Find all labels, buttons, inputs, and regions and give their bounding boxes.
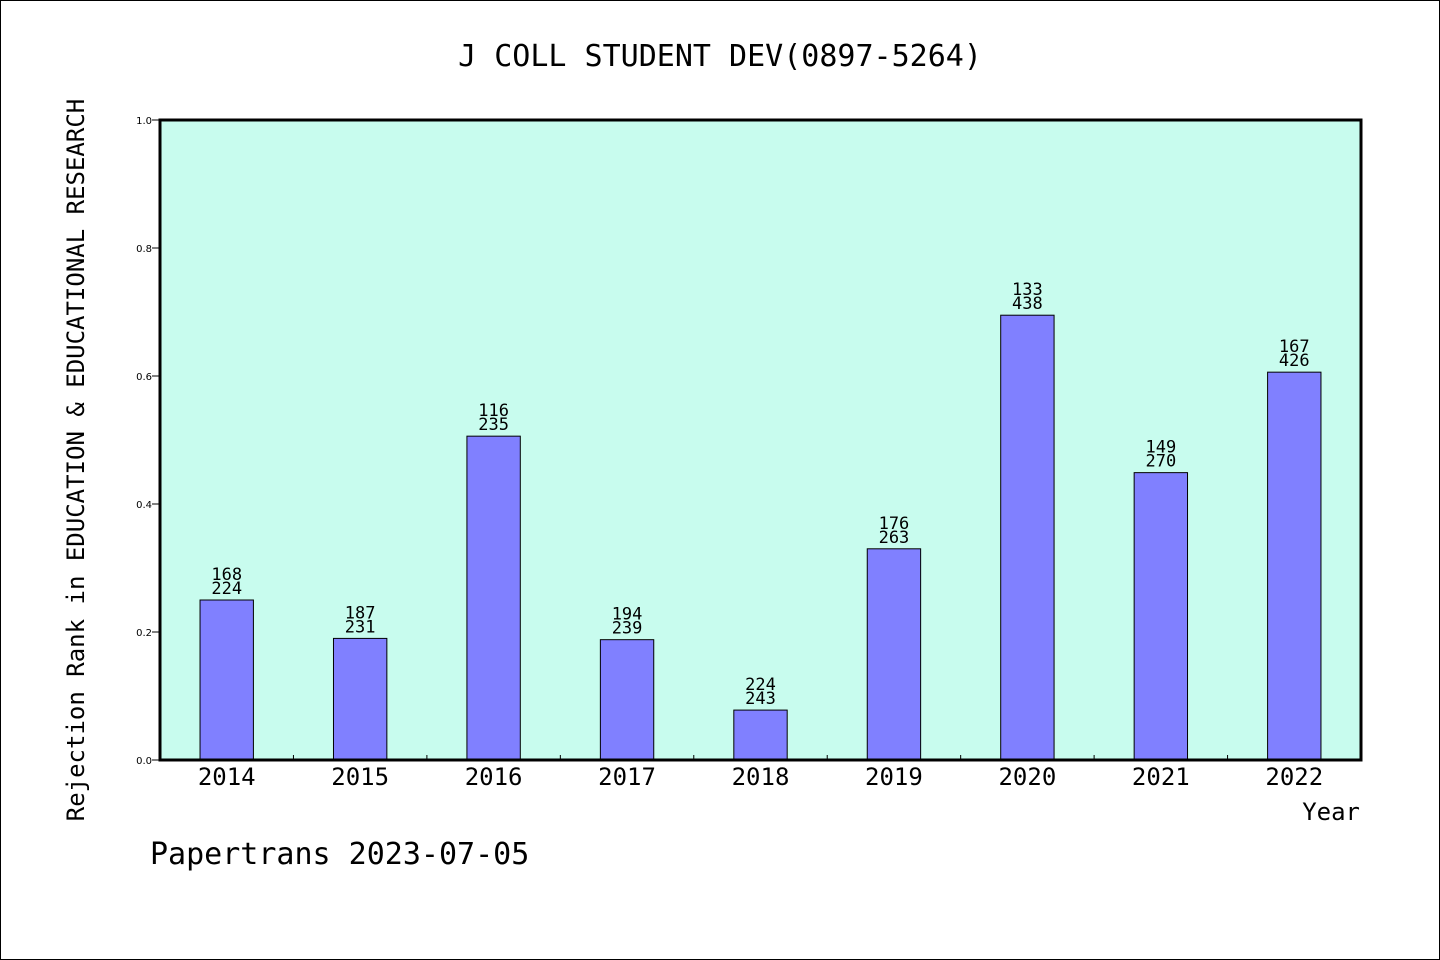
bar-2015 xyxy=(332,637,388,761)
bar-label-top-2018: 224 xyxy=(745,675,776,695)
x-tick-label-2016: 2016 xyxy=(465,763,523,791)
x-tick-label-2020: 2020 xyxy=(998,763,1056,791)
bar-label-top-2020: 133 xyxy=(1012,280,1043,300)
x-tick-label-2022: 2022 xyxy=(1265,763,1323,791)
x-tick-label-2019: 2019 xyxy=(865,763,923,791)
bar-2018 xyxy=(733,709,788,761)
chart-title: J COLL STUDENT DEV(0897-5264) xyxy=(458,39,982,74)
bar-label-top-2021: 149 xyxy=(1145,438,1176,458)
x-axis-ticks: 2014 2015 2016 2017 2018 2019 2020 2021 2022 xyxy=(198,755,1323,791)
bar-2020 xyxy=(1000,314,1055,761)
y-tick-label-1.0: 1.0 xyxy=(136,116,152,127)
bar-label-top-2019: 176 xyxy=(879,514,910,534)
bar-2014 xyxy=(199,599,254,761)
x-tick-label-2014: 2014 xyxy=(198,763,256,791)
bar-label-bottom-2014: 224 xyxy=(211,579,242,599)
bar-label-bottom-2018: 243 xyxy=(745,689,776,709)
y-tick-label-0.8: 0.8 xyxy=(136,244,152,255)
x-tick-label-2018: 2018 xyxy=(732,763,790,791)
x-tick-label-2015: 2015 xyxy=(331,763,389,791)
y-axis-ticks: 0.0 0.2 0.4 0.6 0.8 1.0 xyxy=(136,116,160,767)
bar-2016 xyxy=(466,435,521,761)
bar-label-top-2017: 194 xyxy=(612,605,643,625)
bar-label-bottom-2022: 426 xyxy=(1279,351,1310,371)
x-tick-label-2017: 2017 xyxy=(598,763,656,791)
bar-label-bottom-2017: 239 xyxy=(612,619,643,639)
bar-label-bottom-2016: 235 xyxy=(478,415,509,435)
x-tick-label-2021: 2021 xyxy=(1132,763,1190,791)
bar-label-top-2022: 167 xyxy=(1279,337,1310,357)
y-tick-label-0.0: 0.0 xyxy=(136,756,152,767)
bars-group xyxy=(199,314,1322,761)
y-tick-label-0.4: 0.4 xyxy=(136,500,152,511)
footer-text: Papertrans 2023-07-05 xyxy=(150,837,529,872)
x-axis-label: Year xyxy=(1302,798,1360,826)
bar-2019 xyxy=(866,548,922,761)
bar-2022 xyxy=(1267,371,1322,761)
bar-label-top-2015: 187 xyxy=(345,603,376,623)
plot-border xyxy=(158,118,1363,762)
bar-label-bottom-2021: 270 xyxy=(1145,452,1176,472)
y-axis-label: Rejection Rank in EDUCATION & EDUCATIONA… xyxy=(62,99,90,821)
y-tick-label-0.6: 0.6 xyxy=(136,372,152,383)
bar-label-bottom-2015: 231 xyxy=(345,617,376,637)
bar-2017 xyxy=(599,639,655,761)
y-tick-label-0.2: 0.2 xyxy=(136,628,152,639)
bar-label-bottom-2020: 438 xyxy=(1012,294,1043,314)
bar-2021 xyxy=(1133,472,1189,761)
bar-label-top-2016: 116 xyxy=(478,401,509,421)
bar-label-bottom-2019: 263 xyxy=(879,528,910,548)
bar-labels-group: 1682241872311162351942392242431762631334… xyxy=(211,280,1309,709)
bar-label-top-2014: 168 xyxy=(211,565,242,585)
